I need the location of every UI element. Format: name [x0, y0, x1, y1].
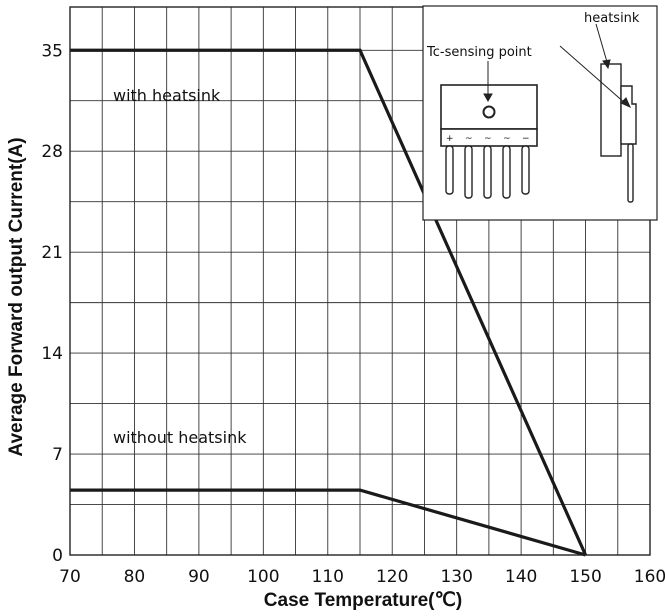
x-tick-label: 120 [376, 567, 408, 587]
x-tick-label: 160 [634, 567, 665, 587]
bridge-rectifier-package: + ~ ~ ~ − [440, 84, 538, 199]
package-leads [445, 145, 530, 199]
x-tick-label: 110 [312, 567, 344, 587]
heatsink-plate [600, 63, 622, 157]
pin-label-1: + [446, 134, 454, 144]
plot-border [69, 6, 651, 556]
with-heatsink-label: with heatsink [113, 86, 221, 105]
y-tick-label: 0 [52, 546, 63, 566]
x-tick-label: 100 [247, 567, 279, 587]
pin-label-4: ~ [503, 134, 511, 144]
x-tick-label: 70 [59, 567, 81, 587]
x-tick-label: 90 [188, 567, 210, 587]
y-tick-labels: 0 7 14 21 28 35 [41, 41, 63, 566]
heatsink-label: heatsink [584, 11, 640, 26]
y-tick-label: 7 [52, 445, 63, 465]
without-heatsink-label: without heatsink [113, 428, 247, 447]
x-tick-labels: 70 80 90 100 110 120 130 140 150 160 [59, 567, 665, 587]
x-tick-label: 130 [440, 567, 472, 587]
tc-sensing-point-marker [482, 105, 496, 119]
y-tick-label: 35 [41, 41, 63, 61]
x-tick-label: 80 [124, 567, 146, 587]
y-tick-label: 21 [41, 243, 63, 263]
y-axis-title: Average Forward output Current(A) [6, 137, 27, 456]
leader-lines [483, 23, 631, 108]
tc-sensing-point-label: Tc-sensing point [426, 45, 532, 60]
pin-label-2: ~ [465, 134, 473, 144]
package-inset-diagram: + ~ ~ ~ − heatsink Tc-sensing point [422, 5, 658, 221]
x-tick-label: 150 [569, 567, 601, 587]
pin-label-3: ~ [484, 134, 492, 144]
y-tick-label: 28 [41, 142, 63, 162]
series-line-with-heatsink [70, 48, 588, 556]
series-line-without-heatsink [70, 488, 586, 557]
x-tick-label: 140 [505, 567, 537, 587]
x-axis-title: Case Temperature(℃) [264, 590, 462, 611]
y-tick-label: 14 [41, 344, 63, 364]
series-lines [70, 48, 588, 557]
side-lead [627, 143, 634, 203]
pin-label-5: − [522, 134, 530, 144]
